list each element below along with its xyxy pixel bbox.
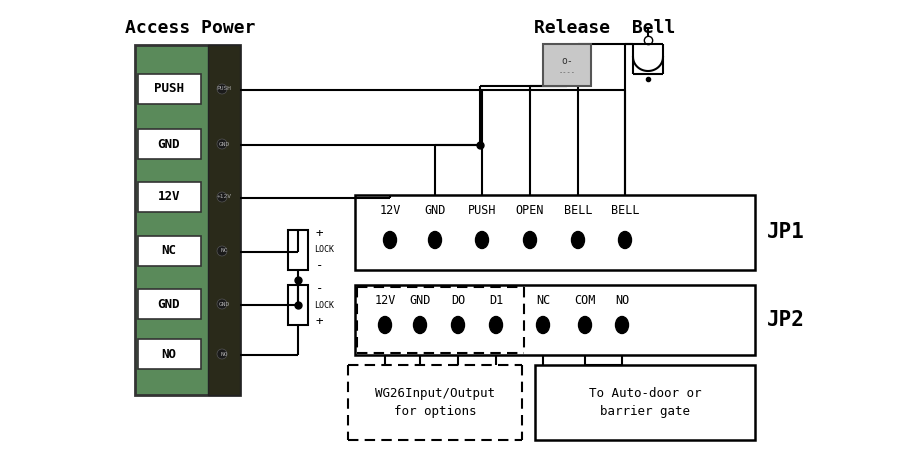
Text: LOCK: LOCK bbox=[314, 246, 334, 255]
Text: DO: DO bbox=[451, 293, 465, 306]
Bar bbox=[535, 365, 755, 440]
Text: To Auto-door or: To Auto-door or bbox=[589, 387, 701, 400]
Text: LOCK: LOCK bbox=[314, 301, 334, 310]
Text: Access Power: Access Power bbox=[125, 19, 256, 37]
Text: -: - bbox=[316, 260, 323, 273]
Bar bbox=[138, 339, 201, 369]
Text: -: - bbox=[316, 283, 323, 296]
Bar bbox=[288, 230, 308, 270]
Text: Release  Bell: Release Bell bbox=[535, 19, 676, 37]
Ellipse shape bbox=[475, 231, 489, 248]
Ellipse shape bbox=[217, 192, 227, 202]
Text: NO: NO bbox=[161, 347, 176, 360]
Text: GND: GND bbox=[410, 293, 431, 306]
Ellipse shape bbox=[572, 231, 584, 248]
Text: +: + bbox=[316, 228, 323, 240]
Ellipse shape bbox=[618, 231, 632, 248]
Text: 12V: 12V bbox=[379, 203, 400, 216]
Bar bbox=[208, 45, 240, 395]
Text: NC: NC bbox=[161, 244, 176, 257]
Ellipse shape bbox=[616, 316, 628, 333]
Ellipse shape bbox=[217, 299, 227, 309]
Text: GND: GND bbox=[158, 297, 180, 310]
Text: +12V: +12V bbox=[217, 194, 231, 199]
Text: o-: o- bbox=[561, 56, 573, 66]
Text: ----: ---- bbox=[559, 69, 575, 75]
Text: 12V: 12V bbox=[158, 190, 180, 203]
Ellipse shape bbox=[452, 316, 464, 333]
Bar bbox=[138, 289, 201, 319]
Text: PUSH: PUSH bbox=[217, 86, 231, 91]
Text: BELL: BELL bbox=[611, 203, 639, 216]
Ellipse shape bbox=[379, 316, 392, 333]
Bar bbox=[355, 195, 755, 270]
Text: +: + bbox=[316, 315, 323, 328]
Text: barrier gate: barrier gate bbox=[600, 405, 690, 418]
Text: for options: for options bbox=[394, 405, 476, 418]
Ellipse shape bbox=[413, 316, 427, 333]
Text: NC: NC bbox=[220, 248, 228, 253]
Text: 12V: 12V bbox=[374, 293, 396, 306]
Text: NO: NO bbox=[615, 293, 629, 306]
Text: D1: D1 bbox=[489, 293, 503, 306]
Text: GND: GND bbox=[219, 141, 230, 147]
Text: PUSH: PUSH bbox=[154, 82, 184, 95]
Ellipse shape bbox=[217, 139, 227, 149]
Bar bbox=[543, 44, 591, 86]
Text: BELL: BELL bbox=[563, 203, 592, 216]
Ellipse shape bbox=[428, 231, 442, 248]
Ellipse shape bbox=[536, 316, 550, 333]
Ellipse shape bbox=[383, 231, 397, 248]
Bar bbox=[135, 45, 240, 395]
Bar bbox=[138, 74, 201, 104]
Text: COM: COM bbox=[574, 293, 596, 306]
Ellipse shape bbox=[490, 316, 502, 333]
Bar bbox=[138, 236, 201, 266]
Text: NO: NO bbox=[220, 351, 228, 356]
Bar bbox=[138, 182, 201, 212]
Text: WG26Input/Output: WG26Input/Output bbox=[375, 387, 495, 400]
Text: GND: GND bbox=[158, 138, 180, 150]
Bar bbox=[138, 129, 201, 159]
Ellipse shape bbox=[217, 349, 227, 359]
Ellipse shape bbox=[524, 231, 536, 248]
Ellipse shape bbox=[579, 316, 591, 333]
Bar bbox=[355, 285, 755, 355]
Ellipse shape bbox=[217, 84, 227, 94]
Text: GND: GND bbox=[424, 203, 446, 216]
Text: NC: NC bbox=[536, 293, 550, 306]
Text: JP1: JP1 bbox=[767, 222, 805, 243]
Text: PUSH: PUSH bbox=[468, 203, 496, 216]
Text: GND: GND bbox=[219, 302, 230, 306]
Ellipse shape bbox=[217, 246, 227, 256]
Bar bbox=[288, 285, 308, 325]
Text: JP2: JP2 bbox=[767, 310, 805, 330]
Text: OPEN: OPEN bbox=[516, 203, 544, 216]
